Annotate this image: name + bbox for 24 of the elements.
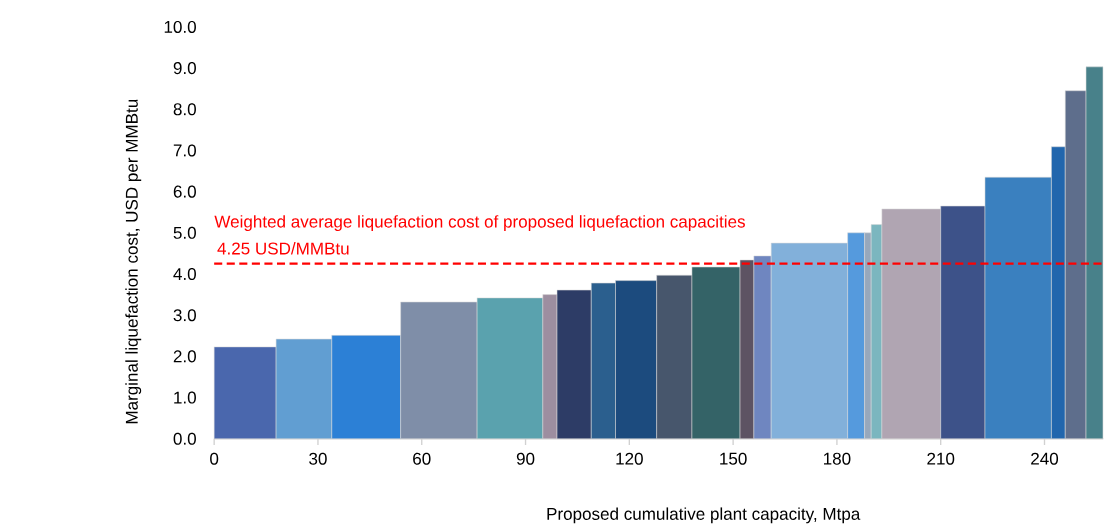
y-tick-label: 0.0 [173, 432, 196, 445]
x-tick-label: 60 [413, 452, 431, 465]
y-axis-title: Marginal liquefaction cost, USD per MMBtu [125, 99, 142, 424]
annotation: 4.25 USD/MMBtu [217, 241, 349, 255]
y-tick-label: 1.0 [174, 391, 196, 404]
x-tick-label: 150 [720, 452, 747, 465]
x-tick-label: 180 [824, 452, 851, 465]
x-tick-label: 210 [927, 452, 955, 465]
x-tick-label: 90 [516, 452, 535, 465]
y-tick-label: 6.0 [173, 185, 196, 198]
y-tick-label: 3.0 [173, 309, 196, 322]
x-axis-title: Proposed cumulative plant capacity, Mtpa [547, 507, 861, 524]
y-tick-label: 4.0 [173, 267, 196, 280]
y-tick-label: 7.0 [173, 144, 196, 157]
y-tick-label: 9.0 [173, 61, 196, 75]
x-tick-label: 30 [309, 452, 327, 465]
y-tick-label: 10.0 [164, 20, 196, 33]
y-tick-label: 8.0 [173, 103, 196, 116]
ref-line-label: Weighted average liquefaction cost of proposed liquefaction capacities [214, 215, 745, 231]
y-tick-label: 2.0 [173, 350, 196, 363]
x-tick-label: 240 [1031, 452, 1059, 465]
x-tick-label: 120 [616, 452, 643, 465]
x-tick-label: 0 [210, 452, 219, 465]
y-tick-label: 5.0 [173, 226, 196, 239]
